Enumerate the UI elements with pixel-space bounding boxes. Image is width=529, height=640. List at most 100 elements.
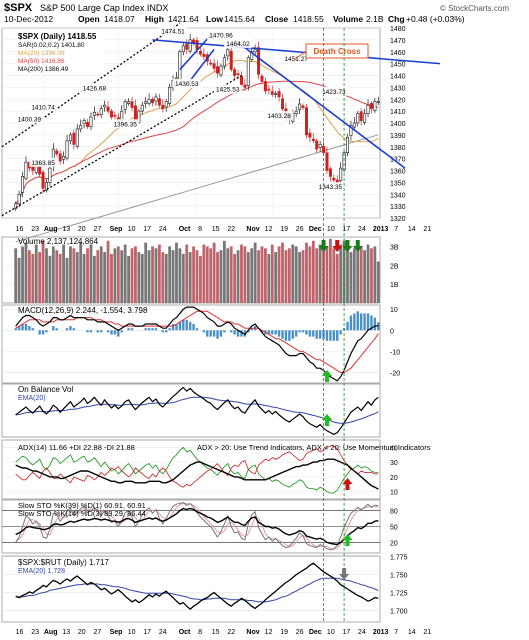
macd-histogram-bar — [130, 328, 134, 331]
adx-tick-label: 20 — [390, 475, 398, 482]
volume-bar — [154, 248, 158, 303]
candle-body — [212, 63, 216, 69]
volume-bar — [110, 253, 113, 303]
volume-bar — [24, 242, 28, 303]
price-tick-label: 1470 — [390, 38, 406, 45]
candle-body — [253, 49, 257, 53]
volume-bar — [79, 242, 83, 303]
macd-histogram-bar — [332, 330, 336, 341]
macd-tick-label: -20 — [390, 370, 400, 377]
macd-histogram-bar — [233, 330, 236, 335]
x-axis-label-bottom: 10 — [327, 629, 335, 636]
legend-bg — [16, 49, 104, 57]
x-axis-label: 8 — [198, 226, 202, 233]
adx-subtitle: ADX > 20: Use Trend Indicators, ADX < 20… — [197, 443, 431, 452]
x-axis-label: 17 — [143, 226, 151, 233]
macd-histogram-bar — [219, 330, 223, 337]
volume-bar — [329, 238, 332, 303]
candle-body — [147, 98, 151, 104]
macd-histogram-bar — [147, 328, 151, 331]
x-axis-label-bottom: 10 — [128, 629, 136, 636]
candle-body — [113, 114, 117, 117]
candle-body — [44, 182, 48, 191]
volume-bar — [27, 250, 31, 303]
candle-body — [58, 153, 62, 162]
volume-bar — [75, 252, 79, 303]
candle-body — [349, 125, 353, 136]
volume-bar — [373, 246, 377, 303]
volume-bar — [134, 246, 137, 303]
price-tick-label: 1370 — [390, 157, 406, 164]
quote-volume: 2.1B — [366, 14, 384, 24]
symbol-title: $SPX — [4, 2, 33, 14]
price-annotation: 1430.53 — [175, 81, 199, 88]
candle-body — [164, 101, 168, 108]
candle-body — [332, 177, 336, 181]
price-annotation: 1403.28 — [267, 113, 291, 120]
x-axis-label: 21 — [423, 226, 431, 233]
x-axis-label-bottom: 2013 — [373, 629, 389, 636]
price-tick-label: 1430 — [390, 85, 406, 92]
macd-histogram-bar — [318, 330, 322, 339]
macd-histogram-bar — [144, 328, 147, 331]
candle-body — [72, 132, 76, 145]
volume-bar — [267, 253, 271, 303]
candle-body — [346, 136, 350, 153]
quote-high-label: High — [145, 14, 164, 24]
obv-title: On Balance Vol — [18, 385, 73, 394]
volume-bar — [17, 257, 21, 303]
candle-body — [198, 50, 202, 55]
macd-histogram-bar — [151, 328, 154, 331]
macd-histogram-bar — [301, 330, 305, 333]
price-tick-label: 1480 — [390, 26, 406, 33]
arrow-up-shape — [342, 534, 353, 546]
volume-bar — [270, 244, 274, 303]
macd-histogram-bar — [120, 330, 123, 333]
volume-bar — [14, 248, 18, 303]
macd-histogram-bar — [100, 330, 103, 333]
macd-histogram-bar — [267, 330, 271, 335]
volume-bar — [195, 250, 199, 303]
price-tick-label: 1410 — [390, 109, 406, 116]
price-label-bg — [224, 39, 253, 48]
macd-histogram-bar — [260, 330, 264, 333]
macd-histogram-bar — [106, 330, 110, 333]
candle-body — [298, 103, 302, 110]
x-axis-label-bottom: Dec — [309, 629, 322, 636]
price-tick-label: 1460 — [390, 50, 406, 57]
price-label-bg — [15, 114, 44, 124]
price-legend-entry: $SPX (Daily) 1418.55 — [18, 32, 97, 41]
volume-bar — [257, 250, 260, 303]
price-tick-label: 1360 — [390, 169, 406, 176]
macd-histogram-bar — [28, 326, 31, 331]
volume-bar — [322, 250, 325, 303]
candle-body — [274, 93, 278, 95]
arrow-down-shape — [352, 240, 363, 252]
volume-bar — [178, 248, 182, 303]
volume-bar — [376, 261, 380, 303]
volume-bar — [185, 244, 189, 303]
candle-body — [62, 155, 66, 160]
x-axis-label: 10 — [128, 226, 136, 233]
chart-panels: 1320133013401350136013701380139014001410… — [1, 22, 441, 636]
volume-bar — [315, 248, 319, 303]
price-annotation: 1470.96 — [209, 33, 233, 40]
candle-body — [154, 96, 158, 102]
arrow-down-icon — [342, 240, 353, 252]
price-label-bg — [316, 182, 345, 192]
volume-bar — [335, 253, 339, 303]
macd-histogram-bar — [24, 323, 28, 331]
legend-bg — [16, 65, 104, 73]
ratio-ema-label: EMA(20) 1.728 — [18, 568, 65, 575]
macd-histogram-bar — [175, 323, 178, 331]
candle-body — [373, 101, 377, 111]
macd-histogram-bar — [195, 328, 199, 331]
volume-bar — [240, 244, 243, 303]
volume-bar — [219, 250, 223, 303]
macd-histogram-bar — [110, 330, 113, 335]
candle-body — [335, 179, 339, 183]
candle-body — [144, 101, 148, 104]
volume-bar — [34, 244, 38, 303]
macd-histogram-bar — [329, 330, 332, 341]
volume-tick-label: 2B — [390, 263, 399, 270]
